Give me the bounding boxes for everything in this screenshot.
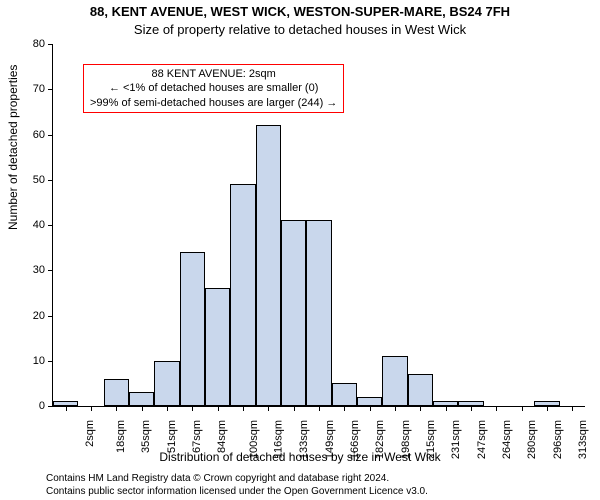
y-tick-label: 0 — [39, 400, 45, 412]
x-tick — [370, 406, 371, 411]
annotation-line: >99% of semi-detached houses are larger … — [90, 96, 337, 110]
x-tick — [446, 406, 447, 411]
y-tick — [48, 89, 53, 90]
x-tick — [420, 406, 421, 411]
histogram-bar — [205, 288, 230, 406]
x-tick-label: 264sqm — [501, 420, 513, 459]
y-tick-label: 60 — [33, 129, 45, 141]
histogram-bar — [382, 356, 407, 406]
y-tick — [48, 270, 53, 271]
y-tick — [48, 316, 53, 317]
x-tick — [116, 406, 117, 411]
annotation-line: ← <1% of detached houses are smaller (0) — [90, 81, 337, 95]
x-tick — [91, 406, 92, 411]
y-tick-label: 40 — [33, 219, 45, 231]
x-tick-label: 100sqm — [248, 420, 260, 459]
x-tick — [66, 406, 67, 411]
x-tick-label: 84sqm — [216, 420, 228, 453]
y-tick — [48, 361, 53, 362]
footer-line2: Contains public sector information licen… — [46, 486, 428, 497]
annotation-box: 88 KENT AVENUE: 2sqm← <1% of detached ho… — [83, 64, 344, 113]
x-tick-label: 67sqm — [191, 420, 203, 453]
x-tick — [547, 406, 548, 411]
x-tick — [294, 406, 295, 411]
x-tick-label: 149sqm — [324, 420, 336, 459]
x-tick-label: 51sqm — [166, 420, 178, 453]
x-tick — [142, 406, 143, 411]
y-tick — [48, 180, 53, 181]
y-tick — [48, 135, 53, 136]
x-tick — [471, 406, 472, 411]
y-tick-label: 80 — [33, 38, 45, 50]
histogram-bar — [357, 397, 382, 406]
x-tick-label: 215sqm — [425, 420, 437, 459]
y-tick-label: 50 — [33, 174, 45, 186]
x-tick — [395, 406, 396, 411]
x-tick — [344, 406, 345, 411]
histogram-bar — [256, 125, 281, 406]
y-tick-label: 10 — [33, 355, 45, 367]
x-tick-label: 116sqm — [272, 420, 284, 458]
x-tick — [243, 406, 244, 411]
footer-line1: Contains HM Land Registry data © Crown c… — [46, 473, 389, 484]
y-tick — [48, 406, 53, 407]
x-tick — [167, 406, 168, 411]
x-tick-label: 296sqm — [552, 420, 564, 459]
histogram-bar — [180, 252, 205, 406]
y-tick-label: 20 — [33, 310, 45, 322]
x-tick — [218, 406, 219, 411]
chart-container: 88, KENT AVENUE, WEST WICK, WESTON-SUPER… — [0, 0, 600, 500]
x-tick — [319, 406, 320, 411]
x-tick — [522, 406, 523, 411]
x-tick — [192, 406, 193, 411]
histogram-bar — [154, 361, 179, 406]
histogram-bar — [230, 184, 255, 406]
x-tick-label: 280sqm — [526, 420, 538, 459]
x-tick — [496, 406, 497, 411]
y-tick — [48, 44, 53, 45]
x-tick-label: 18sqm — [115, 420, 127, 453]
x-tick-label: 182sqm — [374, 420, 386, 459]
x-tick-label: 166sqm — [349, 420, 361, 459]
chart-title-line1: 88, KENT AVENUE, WEST WICK, WESTON-SUPER… — [0, 4, 600, 19]
x-tick-label: 35sqm — [140, 420, 152, 453]
x-tick-label: 247sqm — [476, 420, 488, 459]
y-axis-label: Number of detached properties — [6, 65, 20, 230]
histogram-bar — [306, 220, 331, 406]
x-tick-label: 133sqm — [298, 420, 310, 459]
histogram-bar — [281, 220, 306, 406]
annotation-line: 88 KENT AVENUE: 2sqm — [90, 67, 337, 81]
x-tick — [572, 406, 573, 411]
histogram-bar — [104, 379, 129, 406]
plot-area: 88 KENT AVENUE: 2sqm← <1% of detached ho… — [52, 44, 585, 407]
histogram-bar — [332, 383, 357, 406]
y-tick-label: 70 — [33, 83, 45, 95]
chart-title-line2: Size of property relative to detached ho… — [0, 22, 600, 37]
y-tick — [48, 225, 53, 226]
x-tick — [268, 406, 269, 411]
x-tick-label: 198sqm — [400, 420, 412, 459]
y-tick-label: 30 — [33, 264, 45, 276]
x-tick-label: 2sqm — [84, 420, 96, 447]
x-tick-label: 231sqm — [450, 420, 462, 459]
histogram-bar — [408, 374, 433, 406]
histogram-bar — [129, 392, 154, 406]
x-tick-label: 313sqm — [577, 420, 589, 459]
